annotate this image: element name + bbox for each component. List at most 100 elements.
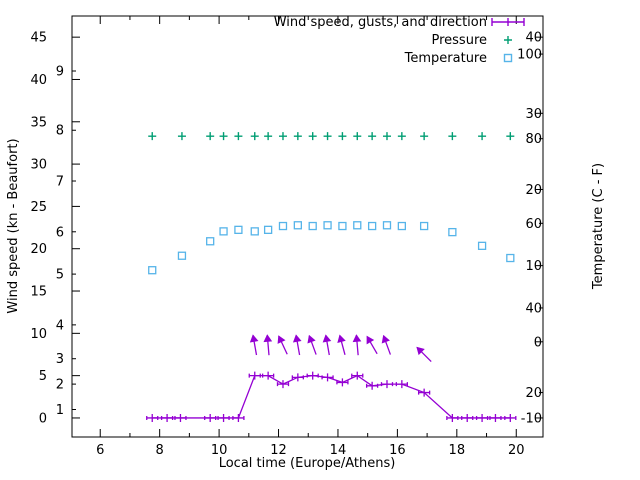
- wind-arrow-head: [381, 334, 390, 344]
- x-tick-label: 6: [96, 443, 104, 458]
- temperature-point: [293, 221, 302, 230]
- beaufort-label: 9: [56, 65, 64, 80]
- pressure-point: [338, 132, 347, 141]
- wind-point: [489, 413, 502, 422]
- x-tick-label: 12: [270, 443, 287, 458]
- wind-point: [321, 373, 334, 382]
- legend-marker-plus: [504, 36, 512, 44]
- x-tick-label: 8: [156, 443, 164, 458]
- temperature-point: [477, 241, 487, 250]
- wind-point: [276, 380, 290, 389]
- wind-arrow-head: [322, 334, 332, 343]
- temperature-point: [219, 227, 228, 236]
- pressure-point: [308, 132, 317, 141]
- y-right-c-label: 20: [525, 183, 542, 198]
- temperature-point: [263, 225, 273, 234]
- y-right-c-label: 40: [525, 31, 542, 46]
- pressure-point: [353, 132, 362, 141]
- wind-point: [417, 388, 431, 397]
- y-left-kn-label: 15: [30, 285, 47, 300]
- axis-ticks: [72, 16, 543, 437]
- pressure-point: [397, 132, 406, 141]
- temperature-point: [177, 251, 187, 260]
- temperature-series: [148, 221, 515, 275]
- wind-arrow-head: [263, 334, 273, 343]
- pressure-point: [478, 132, 487, 141]
- wind-point: [217, 413, 230, 422]
- wind-arrow-head: [337, 334, 346, 343]
- temperature-point: [250, 227, 259, 236]
- pressure-point: [506, 132, 515, 141]
- y-left-kn-label: 40: [30, 73, 47, 88]
- temperature-point: [278, 221, 288, 231]
- wind-point: [475, 413, 489, 422]
- pressure-point: [382, 132, 391, 141]
- legend-plus-sample: [504, 36, 512, 44]
- y-left-kn-label: 0: [39, 411, 47, 426]
- wind-arrow-head: [249, 334, 259, 343]
- legend-label-wind: Wind speed, gusts, and direction: [274, 15, 487, 30]
- beaufort-label: 4: [56, 318, 64, 333]
- wind-point: [204, 413, 217, 422]
- y-left-kn-label: 30: [30, 158, 47, 173]
- wind-arrow-head: [277, 335, 286, 344]
- beaufort-label: 3: [56, 352, 64, 367]
- temperature-point: [419, 221, 429, 231]
- legend-label-pressure: Pressure: [431, 33, 487, 48]
- plot-border: [71, 15, 544, 438]
- wind-arrow-head: [416, 346, 425, 356]
- pressure-point: [219, 132, 228, 141]
- pressure-point: [206, 132, 215, 141]
- wind-point: [351, 371, 364, 380]
- wind-point: [248, 371, 261, 380]
- temperature-point: [353, 221, 362, 230]
- pressure-point: [278, 132, 287, 141]
- x-tick-label: 16: [389, 443, 406, 458]
- beaufort-label: 2: [56, 378, 64, 393]
- temperature-point: [382, 221, 392, 230]
- pressure-point: [148, 132, 157, 141]
- legend-errorbar-sample: [491, 18, 525, 26]
- y-right-f-label: 80: [525, 132, 542, 147]
- wind-point: [174, 413, 187, 422]
- temperature-point: [397, 221, 406, 231]
- beaufort-label: 1: [56, 403, 64, 418]
- temperature-point: [367, 221, 377, 231]
- wind-point: [306, 371, 319, 380]
- wind-point: [395, 380, 408, 389]
- beaufort-label: 5: [56, 268, 64, 283]
- x-tick-label: 14: [330, 443, 347, 458]
- pressure-point: [293, 132, 302, 141]
- y-left-kn-label: 20: [30, 242, 47, 257]
- x-axis-title: Local time (Europe/Athens): [219, 456, 396, 471]
- pressure-point: [250, 132, 259, 141]
- temperature-point: [323, 221, 332, 230]
- y-left-kn-label: 35: [30, 115, 47, 130]
- pressure-point: [323, 132, 332, 141]
- temperature-point: [148, 266, 157, 275]
- y-right-f-label: 100: [517, 48, 542, 63]
- y-right-c-label: -10: [521, 411, 542, 426]
- temperature-point: [308, 221, 317, 231]
- temperature-point: [506, 253, 515, 263]
- wind-direction-arrows: [249, 334, 432, 363]
- x-tick-label: 10: [211, 443, 228, 458]
- beaufort-label: 6: [56, 225, 64, 240]
- wind-arrow-head: [366, 335, 375, 345]
- wind-arrow-head: [307, 334, 316, 344]
- beaufort-label: 8: [56, 124, 64, 139]
- pressure-point: [420, 132, 429, 141]
- wind-point: [261, 371, 275, 380]
- wind-arrow-head: [292, 334, 302, 343]
- y-left-kn-label: 25: [30, 200, 47, 215]
- temperature-point: [206, 237, 215, 246]
- wind-point: [146, 413, 159, 422]
- wind-arrow-head: [352, 334, 362, 343]
- temperature-point: [338, 221, 347, 231]
- pressure-point: [234, 132, 243, 141]
- y-left-kn-label: 45: [30, 31, 47, 46]
- legend-marker-errorbar-plus: [491, 18, 525, 26]
- y-left-kn-label: 10: [30, 327, 47, 342]
- wind-line: [152, 374, 511, 419]
